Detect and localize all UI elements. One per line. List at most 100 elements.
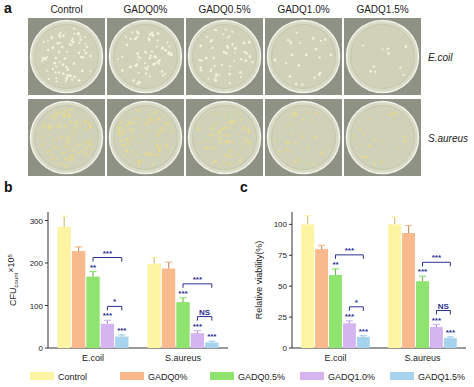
colony [301,133,303,135]
colony [136,30,139,33]
bars [301,216,457,348]
colony [52,138,55,141]
colony [83,49,85,51]
significance-bracket [436,311,450,315]
legend: ControlGADQ0%GADQ0.5%GADQ1.0%GADQ1.5% [30,372,465,382]
colony [157,134,160,137]
error-bar [151,257,158,263]
y-tick [45,263,48,264]
colony [239,71,242,74]
significance-bracket [423,262,451,266]
colony [142,135,144,137]
bar [430,327,443,348]
colony [229,126,231,128]
colony [138,161,140,163]
colony [141,159,143,161]
colony [210,70,212,72]
colony [59,123,61,125]
colony [227,36,229,38]
bar [191,333,204,348]
colony [149,119,151,121]
significance-bracket [107,306,121,310]
bar-chart: 0255075100Relative viability(%)E.coilS.a… [254,212,466,363]
bar [402,233,415,348]
colony [144,62,146,64]
colony [65,165,68,168]
colony [153,55,156,58]
y-tick [45,305,48,306]
colony [43,124,45,126]
colony [359,128,361,130]
bar [86,277,99,348]
bar [205,342,218,348]
colony [380,161,383,164]
significance-bracket [349,307,363,311]
colony [219,165,221,167]
colony [394,112,397,115]
colony [209,134,212,137]
colony [129,67,131,69]
legend-swatch [30,372,54,380]
colony [134,64,137,67]
y-tick [289,224,292,225]
colony [294,112,297,115]
colony [85,128,87,130]
colony [41,144,44,147]
colony [41,60,43,62]
colony [165,137,167,139]
colony [59,137,61,139]
colony [125,36,127,38]
plate-photo [186,99,263,176]
colony [118,130,120,132]
colony [66,75,69,78]
colony [131,31,133,33]
colony [166,143,168,145]
colony [168,45,170,47]
error-bar [165,262,172,268]
colony [218,75,220,77]
colony [387,48,390,51]
colony [286,140,289,143]
significance-label: *** [178,289,188,298]
plate-photo [107,18,184,95]
colony [223,51,226,54]
bar [101,324,114,348]
colony [221,64,223,66]
colony [212,147,215,150]
colony [166,41,168,43]
colony [129,128,131,130]
bar [162,269,175,348]
colony [169,149,171,151]
colony [89,126,92,129]
significance-label: *** [432,316,442,325]
colony [121,133,124,136]
colony [240,58,242,60]
colony [288,75,291,78]
colony [315,48,318,51]
column-header: Control [50,4,82,15]
colony [245,52,248,55]
colony [149,55,151,57]
colony [77,32,80,35]
colony [62,152,64,154]
colony [74,128,77,131]
colony [63,110,65,112]
y-axis-label-part: ×10 [6,257,16,272]
colony [139,142,141,144]
agar [193,25,257,89]
colony [231,115,233,117]
colony [145,52,147,54]
colony [157,32,160,35]
colony [125,155,127,157]
colony [78,52,80,54]
colony [224,155,227,158]
colony [399,66,401,68]
colony [54,56,57,59]
error-bar [360,336,367,337]
colony [77,151,79,153]
legend-label: GADQ0% [148,372,188,382]
colony [52,158,54,160]
colony [362,156,365,159]
colony [221,142,223,144]
colony [228,154,230,156]
